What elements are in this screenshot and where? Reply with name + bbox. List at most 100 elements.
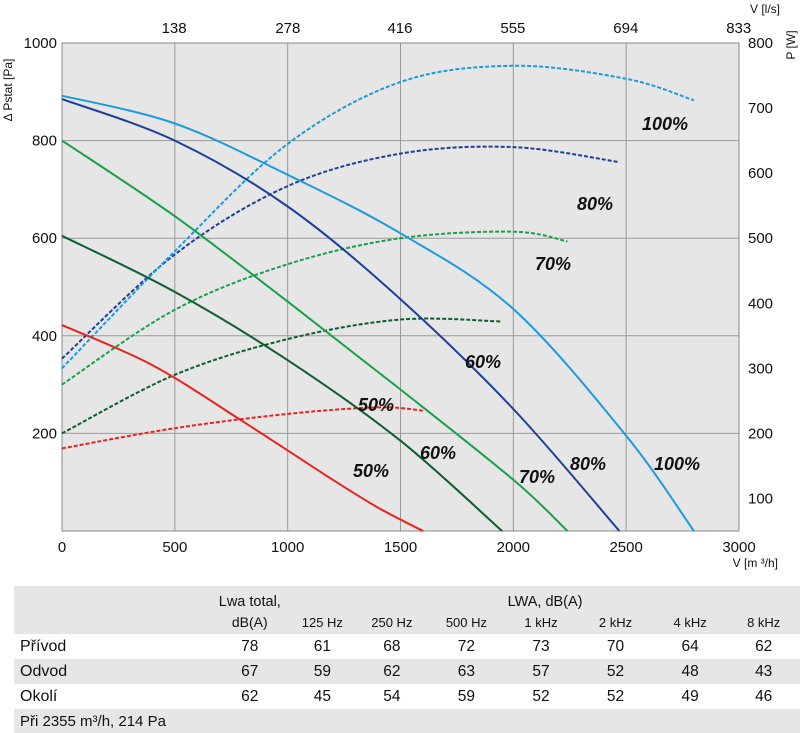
y-right-tick-label: 800	[748, 35, 773, 52]
y-left-axis-title: Δ Pstat [Pa]	[1, 59, 15, 122]
freq-header: 125 Hz	[290, 610, 355, 634]
table-cell: 62	[241, 687, 259, 705]
x-tick-label: 1500	[384, 539, 417, 556]
top-tick-label: 694	[613, 20, 638, 37]
power-curve-50	[61, 406, 424, 450]
table-cell: 63	[429, 659, 504, 684]
x-tick-label: 2000	[497, 539, 530, 556]
x-tick-label: 1000	[271, 539, 304, 556]
table-cell: 62	[755, 637, 773, 655]
table-footnote: Při 2355 m³/h, 214 Pa	[14, 709, 800, 733]
table-cell: 52	[532, 687, 550, 705]
y-right-tick-labels: 100 200 300 400 500 600 700 800	[748, 35, 773, 507]
y-left-tick-label: 800	[32, 133, 57, 150]
table-cell: 54	[383, 687, 401, 705]
table-header-row-1: Lwa total, LWA, dB(A)	[14, 586, 800, 610]
y-right-tick-label: 500	[748, 230, 773, 247]
y-right-tick-label: 600	[748, 165, 773, 182]
power-curve-100	[61, 64, 695, 369]
table-row: Odvod 67 59 62 63 57 52 48 43	[14, 659, 800, 684]
lwa-total-unit: dB(A)	[209, 610, 291, 634]
x-tick-label: 2500	[609, 539, 642, 556]
y-right-tick-label: 200	[748, 425, 773, 442]
top-tick-labels: 138 278 416 555 694 833	[162, 20, 752, 37]
plot-border	[61, 42, 740, 532]
power-label-70: 70%	[535, 254, 571, 274]
y-left-tick-label: 200	[32, 425, 57, 442]
freq-header: 4 kHz	[652, 610, 728, 634]
top-tick-label: 833	[726, 20, 751, 37]
x-tick-label: 500	[162, 539, 187, 556]
pressure-curve-60	[61, 234, 503, 532]
x-axis-title: V [m ³/h]	[733, 556, 778, 570]
y-right-axis-title: P [W]	[784, 30, 798, 59]
table-cell: 61	[313, 637, 331, 655]
table-cell: 68	[383, 637, 401, 655]
top-tick-label: 416	[387, 20, 412, 37]
row-label: Přívod	[20, 637, 67, 655]
table-cell: 52	[578, 659, 653, 684]
top-tick-label: 138	[162, 20, 187, 37]
table-cell: 57	[503, 659, 579, 684]
y-left-tick-label: 1000	[24, 35, 57, 52]
top-axis-title: V [l/s]	[750, 2, 780, 16]
table-header-row-2: dB(A) 125 Hz 250 Hz 500 Hz 1 kHz 2 kHz 4…	[14, 610, 800, 634]
y-left-tick-label: 400	[32, 328, 57, 345]
table-row: Přívod 78 61 68 72 73 70 64 62	[14, 634, 800, 659]
table-cell: 49	[681, 687, 699, 705]
x-tick-labels: 0 500 1000 1500 2000 2500 3000	[58, 539, 756, 556]
row-label: Odvod	[14, 659, 210, 684]
table-cell: 70	[606, 637, 625, 655]
table-cell: 78	[241, 637, 259, 655]
power-curves	[61, 64, 695, 450]
y-right-tick-label: 700	[748, 100, 773, 117]
y-right-tick-label: 300	[748, 360, 773, 377]
top-tick-label: 278	[275, 20, 300, 37]
table-cell: 48	[652, 659, 728, 684]
table-cell: 72	[457, 637, 476, 655]
power-label-80: 80%	[577, 194, 613, 214]
freq-header: 2 kHz	[578, 610, 653, 634]
y-right-tick-label: 100	[748, 490, 773, 507]
table-cell: 43	[727, 659, 800, 684]
table-cell: 73	[532, 637, 550, 655]
table-cell: 64	[681, 637, 699, 655]
x-tick-label: 0	[58, 539, 66, 556]
pressure-curve-100	[61, 94, 695, 532]
table-cell: 62	[354, 659, 430, 684]
noise-table-container: Lwa total, LWA, dB(A) dB(A) 125 Hz 250 H…	[14, 586, 800, 733]
pressure-curves	[61, 94, 695, 532]
fan-performance-chart: 0 500 1000 1500 2000 2500 3000 138 278 416 555 694…	[1, 2, 798, 570]
y-left-tick-labels: 200 400 600 800 1000	[24, 35, 57, 442]
table-cell: 59	[457, 687, 476, 705]
freq-header: 8 kHz	[727, 610, 800, 634]
pressure-label-60: 60%	[465, 352, 501, 372]
table-cell: 67	[209, 659, 291, 684]
table-cell: 46	[755, 687, 773, 705]
table-cell: 52	[606, 687, 625, 705]
noise-table: Lwa total, LWA, dB(A) dB(A) 125 Hz 250 H…	[14, 586, 800, 733]
top-tick-label: 555	[500, 20, 525, 37]
pressure-label-70: 70%	[519, 467, 555, 487]
lwa-header: LWA, dB(A)	[290, 586, 800, 610]
lwa-total-header: Lwa total,	[209, 586, 291, 610]
power-curve-60	[61, 317, 503, 435]
row-label: Okolí	[20, 687, 58, 705]
power-label-60: 60%	[420, 443, 456, 463]
pressure-label-50: 50%	[353, 461, 389, 481]
table-footnote-row: Při 2355 m³/h, 214 Pa	[14, 709, 800, 733]
power-label-100: 100%	[642, 114, 688, 134]
pressure-curve-70	[61, 139, 569, 532]
table-cell: 45	[313, 687, 331, 705]
y-right-tick-label: 400	[748, 295, 773, 312]
pressure-curve-50	[61, 324, 424, 532]
pressure-label-100: 100%	[654, 454, 700, 474]
freq-header: 500 Hz	[429, 610, 504, 634]
table-cell: 59	[290, 659, 355, 684]
pressure-label-80: 80%	[570, 454, 606, 474]
freq-header: 1 kHz	[503, 610, 579, 634]
freq-header: 250 Hz	[354, 610, 430, 634]
table-row: Okolí 62 45 54 59 52 52 49 46	[14, 684, 800, 709]
y-left-tick-label: 600	[32, 230, 57, 247]
x-tick-label: 3000	[722, 539, 755, 556]
